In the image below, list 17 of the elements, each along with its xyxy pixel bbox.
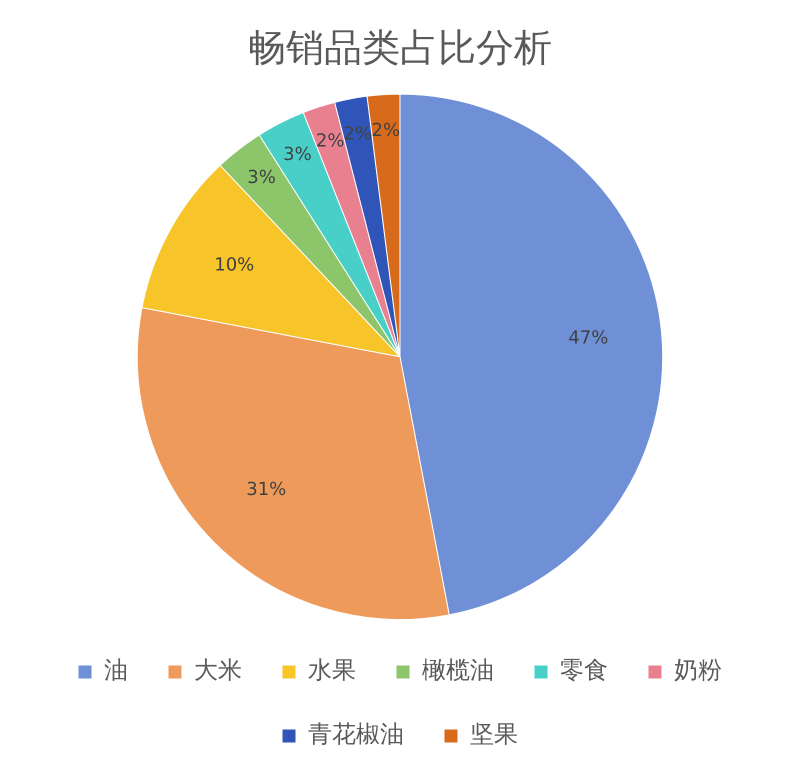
data-label: 2%	[343, 124, 372, 145]
data-label: 2%	[372, 120, 400, 141]
legend-label: 橄榄油	[422, 656, 494, 684]
legend-label: 青花椒油	[308, 720, 404, 748]
legend-label: 油	[104, 656, 128, 684]
data-label: 2%	[316, 130, 344, 152]
data-label: 31%	[246, 479, 286, 500]
legend-label: 坚果	[470, 720, 518, 748]
legend-label: 奶粉	[674, 656, 722, 684]
data-label: 3%	[247, 166, 276, 188]
data-label: 10%	[214, 254, 254, 276]
chart-title: 畅销品类占比分析	[248, 26, 552, 70]
legend-label: 零食	[560, 656, 608, 684]
data-label: 3%	[283, 144, 312, 166]
legend-label: 水果	[308, 656, 356, 684]
data-label: 47%	[568, 328, 608, 349]
legend-label: 大米	[194, 656, 242, 684]
